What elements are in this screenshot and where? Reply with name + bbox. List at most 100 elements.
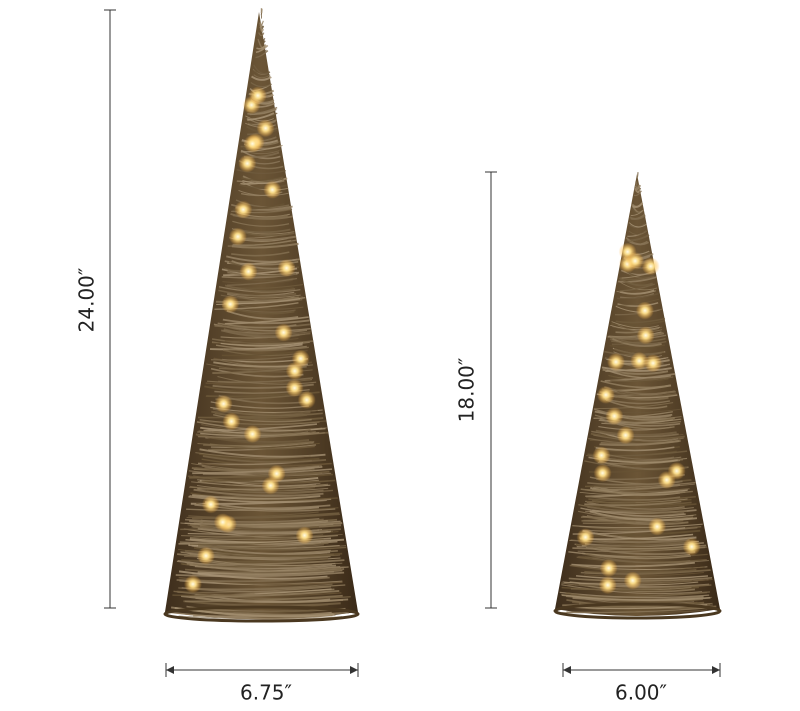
vine: [257, 35, 266, 44]
vine: [188, 513, 340, 519]
vine: [615, 298, 660, 306]
fairy-light: [636, 326, 655, 345]
vine: [201, 462, 332, 468]
fairy-light: [616, 426, 635, 445]
fairy-light: [295, 526, 314, 545]
vine: [561, 584, 703, 595]
vine: [197, 485, 329, 492]
vine: [222, 318, 310, 325]
vine: [247, 108, 276, 116]
fairy-light: [667, 461, 686, 480]
fairy-light: [644, 354, 663, 373]
vine: [191, 525, 341, 533]
vine: [213, 414, 312, 423]
vine: [224, 284, 296, 293]
width-label: 6.75″: [240, 681, 292, 705]
vine: [231, 242, 299, 249]
vine: [199, 448, 326, 458]
vine: [583, 526, 698, 533]
fairy-light: [243, 134, 262, 153]
vine: [612, 337, 662, 348]
vine: [596, 410, 682, 420]
fairy-light: [196, 546, 215, 565]
vine: [232, 220, 290, 227]
tree: [553, 172, 722, 620]
vine: [594, 408, 672, 419]
vine: [593, 481, 696, 489]
vine: [616, 290, 657, 295]
vine: [178, 549, 337, 558]
vine: [609, 344, 665, 349]
vine: [195, 452, 311, 459]
vine: [223, 346, 309, 352]
vine: [580, 488, 693, 495]
vine: [618, 276, 658, 283]
fairy-light: [183, 575, 202, 594]
vine: [618, 277, 654, 287]
vine: [616, 293, 659, 300]
vine: [253, 64, 271, 75]
tree-base: [163, 605, 360, 623]
vine: [611, 321, 659, 329]
vine: [606, 369, 671, 379]
vine: [195, 466, 314, 475]
vine: [198, 432, 325, 438]
vine: [593, 434, 684, 442]
vine: [581, 552, 691, 560]
vine: [227, 292, 303, 303]
fairy-light: [599, 559, 618, 578]
vine: [583, 572, 704, 577]
fairy-light: [221, 295, 240, 314]
vine: [256, 44, 267, 50]
vine: [589, 510, 698, 522]
vine: [570, 584, 712, 591]
fairy-light: [598, 576, 617, 595]
vine: [628, 234, 649, 242]
fairy-light: [263, 180, 282, 199]
vine: [204, 464, 322, 470]
vine: [600, 380, 671, 389]
vine: [240, 176, 284, 181]
height-dimension: 24.00″: [75, 9, 116, 609]
fairy-light: [606, 352, 625, 371]
vine: [595, 429, 677, 436]
fairy-light: [626, 251, 645, 270]
vine: [209, 343, 303, 351]
vine: [181, 595, 344, 604]
vine: [630, 209, 644, 216]
vine: [177, 553, 331, 560]
trees: [163, 8, 722, 623]
vine: [626, 230, 648, 235]
vine: [586, 498, 692, 504]
vine: [584, 500, 682, 507]
vine: [628, 222, 647, 228]
fairy-light: [201, 495, 220, 514]
fairy-light: [277, 259, 296, 278]
vine: [178, 570, 328, 580]
vine: [240, 144, 283, 153]
height-label: 24.00″: [75, 268, 99, 333]
vine: [634, 184, 642, 191]
vine: [579, 525, 702, 531]
vine: [561, 607, 714, 614]
vine: [206, 487, 316, 492]
vine: [565, 592, 695, 603]
fairy-light: [297, 390, 316, 409]
vine: [242, 180, 282, 185]
fairy-light: [596, 385, 615, 404]
vine: [217, 322, 297, 329]
vine: [185, 538, 338, 545]
vine: [601, 366, 672, 372]
fairy-light: [623, 571, 642, 590]
vine: [636, 172, 639, 178]
vine: [610, 335, 667, 345]
vine: [615, 317, 666, 324]
vine: [186, 511, 319, 519]
vine: [250, 81, 272, 88]
vine: [632, 202, 644, 209]
vine: [209, 443, 315, 450]
vine: [198, 543, 347, 551]
vine: [561, 594, 711, 602]
vine: [199, 452, 320, 462]
